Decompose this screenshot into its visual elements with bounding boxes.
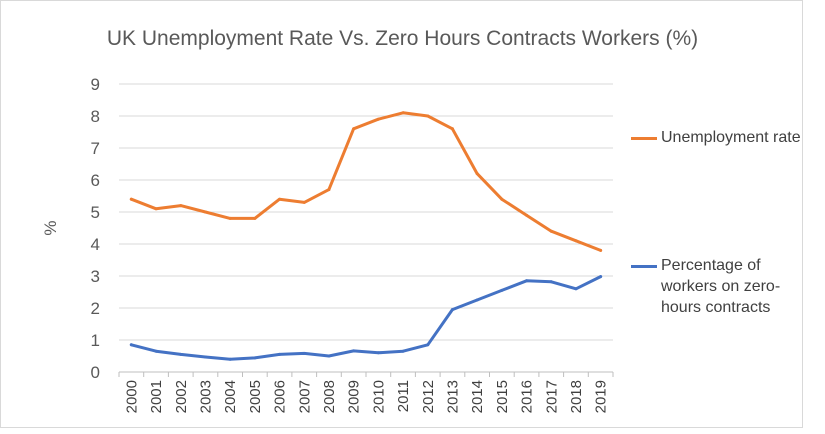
point-unemployment-2015 bbox=[500, 197, 504, 201]
x-tick-label-2000: 2000 bbox=[123, 380, 140, 413]
point-zero-hours-2000 bbox=[129, 343, 133, 347]
point-unemployment-2016 bbox=[525, 213, 529, 217]
point-unemployment-2009 bbox=[352, 127, 356, 131]
point-unemployment-2006 bbox=[278, 197, 282, 201]
point-unemployment-2019 bbox=[599, 248, 603, 252]
y-tick-label-3: 3 bbox=[91, 267, 100, 286]
point-unemployment-2007 bbox=[302, 200, 306, 204]
point-zero-hours-2012 bbox=[426, 343, 430, 347]
series-line-unemployment bbox=[129, 111, 603, 252]
y-axis-label: % bbox=[41, 220, 60, 235]
chart-title: UK Unemployment Rate Vs. Zero Hours Cont… bbox=[106, 27, 699, 50]
point-zero-hours-2017 bbox=[549, 280, 553, 284]
point-unemployment-2018 bbox=[574, 239, 578, 243]
x-tick-label-2001: 2001 bbox=[148, 380, 165, 413]
y-tick-label-5: 5 bbox=[91, 203, 100, 222]
x-tick-label-2012: 2012 bbox=[420, 380, 437, 413]
point-zero-hours-2016 bbox=[525, 279, 529, 283]
x-tick-label-2007: 2007 bbox=[296, 380, 313, 413]
y-tick-label-6: 6 bbox=[91, 171, 100, 190]
x-tick-label-2011: 2011 bbox=[395, 380, 412, 412]
legend-swatch-zero-hours bbox=[631, 265, 657, 268]
point-zero-hours-2010 bbox=[376, 351, 380, 355]
legend-label-unemployment: Unemployment rate bbox=[661, 129, 801, 146]
point-zero-hours-2009 bbox=[352, 349, 356, 353]
chart-frame: UK Unemployment Rate Vs. Zero Hours Cont… bbox=[0, 0, 803, 428]
y-tick-label-0: 0 bbox=[91, 363, 100, 382]
y-tick-label-9: 9 bbox=[91, 75, 100, 94]
x-tick-label-2005: 2005 bbox=[247, 380, 264, 413]
point-unemployment-2010 bbox=[376, 117, 380, 121]
x-tick-label-2002: 2002 bbox=[173, 380, 190, 413]
legend-item-unemployment: Unemployment rate bbox=[631, 127, 801, 148]
point-zero-hours-2005 bbox=[253, 356, 257, 360]
point-zero-hours-2011 bbox=[401, 349, 405, 353]
point-unemployment-2014 bbox=[475, 172, 479, 176]
point-unemployment-2012 bbox=[426, 114, 430, 118]
legend-label-zero-hours: Percentage of workers on zero-hours cont… bbox=[661, 257, 781, 316]
x-tick-label-2006: 2006 bbox=[272, 380, 289, 413]
point-unemployment-2000 bbox=[129, 197, 133, 201]
point-zero-hours-2003 bbox=[203, 355, 207, 359]
point-unemployment-2013 bbox=[450, 127, 454, 131]
point-zero-hours-2007 bbox=[302, 351, 306, 355]
point-zero-hours-2015 bbox=[500, 288, 504, 292]
point-zero-hours-2004 bbox=[228, 357, 232, 361]
point-unemployment-2011 bbox=[401, 111, 405, 115]
y-tick-label-7: 7 bbox=[91, 139, 100, 158]
point-zero-hours-2006 bbox=[278, 352, 282, 356]
point-zero-hours-2001 bbox=[154, 349, 158, 353]
x-tick-label-2017: 2017 bbox=[543, 380, 560, 413]
y-tick-label-2: 2 bbox=[91, 299, 100, 318]
point-zero-hours-2018 bbox=[574, 287, 578, 291]
series-line-zero-hours bbox=[129, 275, 603, 361]
x-tick-label-2013: 2013 bbox=[444, 380, 461, 413]
legend-item-zero-hours: Percentage of workers on zero-hours cont… bbox=[631, 255, 801, 318]
point-zero-hours-2002 bbox=[179, 352, 183, 356]
x-tick-label-2008: 2008 bbox=[321, 380, 338, 413]
legend-swatch-unemployment bbox=[631, 137, 657, 140]
y-tick-label-1: 1 bbox=[91, 331, 100, 350]
point-unemployment-2008 bbox=[327, 188, 331, 192]
point-zero-hours-2019 bbox=[599, 275, 603, 279]
x-tick-label-2015: 2015 bbox=[494, 380, 511, 413]
x-tick-label-2016: 2016 bbox=[519, 380, 536, 413]
point-unemployment-2002 bbox=[179, 204, 183, 208]
x-tick-label-2004: 2004 bbox=[222, 380, 239, 413]
y-tick-label-8: 8 bbox=[91, 107, 100, 126]
point-zero-hours-2008 bbox=[327, 354, 331, 358]
point-unemployment-2001 bbox=[154, 207, 158, 211]
point-unemployment-2004 bbox=[228, 216, 232, 220]
x-tick-label-2019: 2019 bbox=[593, 380, 610, 413]
x-tick-label-2018: 2018 bbox=[568, 380, 585, 413]
x-tick-label-2003: 2003 bbox=[197, 380, 214, 413]
point-unemployment-2003 bbox=[203, 210, 207, 214]
point-unemployment-2005 bbox=[253, 216, 257, 220]
x-tick-label-2009: 2009 bbox=[346, 380, 363, 413]
x-tick-label-2014: 2014 bbox=[469, 380, 486, 413]
point-unemployment-2017 bbox=[549, 229, 553, 233]
point-zero-hours-2013 bbox=[450, 308, 454, 312]
point-zero-hours-2014 bbox=[475, 298, 479, 302]
x-tick-label-2010: 2010 bbox=[370, 380, 387, 413]
y-tick-label-4: 4 bbox=[91, 235, 100, 254]
line-chart: 0 1 2 3 4 5 6 7 8 9 2000 2001 2002 2003 2004 2005 2006 20… bbox=[41, 75, 614, 413]
